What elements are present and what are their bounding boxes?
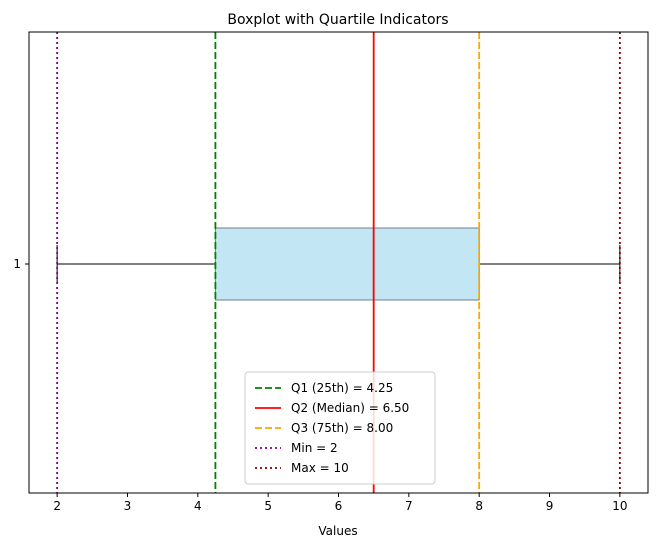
y-tick-label-1: 1	[13, 257, 21, 271]
x-tick-label-4: 4	[194, 499, 202, 513]
y-axis: 1	[13, 257, 29, 271]
legend-label-0: Q1 (25th) = 4.25	[291, 381, 393, 395]
x-tick-label-6: 6	[335, 499, 343, 513]
x-tick-label-5: 5	[264, 499, 272, 513]
box-iqr	[214, 227, 480, 301]
x-tick-label-7: 7	[405, 499, 413, 513]
x-axis-label: Values	[318, 524, 357, 538]
x-axis: 2 3 4 5 6 7 8 9 10	[53, 493, 628, 513]
chart-title: Boxplot with Quartile Indicators	[227, 12, 448, 28]
legend-label-4: Max = 10	[291, 461, 349, 475]
x-tick-label-10: 10	[612, 499, 627, 513]
legend-box	[244, 371, 436, 485]
legend: Q1 (25th) = 4.25 Q2 (Median) = 6.50 Q3 (75…	[244, 371, 436, 485]
x-tick-label-2: 2	[53, 499, 61, 513]
x-tick-label-3: 3	[124, 499, 132, 513]
legend-label-3: Min = 2	[291, 441, 338, 455]
legend-label-2: Q3 (75th) = 8.00	[291, 421, 393, 435]
x-tick-label-9: 9	[546, 499, 554, 513]
x-tick-label-8: 8	[475, 499, 483, 513]
legend-label-1: Q2 (Median) = 6.50	[291, 401, 409, 415]
